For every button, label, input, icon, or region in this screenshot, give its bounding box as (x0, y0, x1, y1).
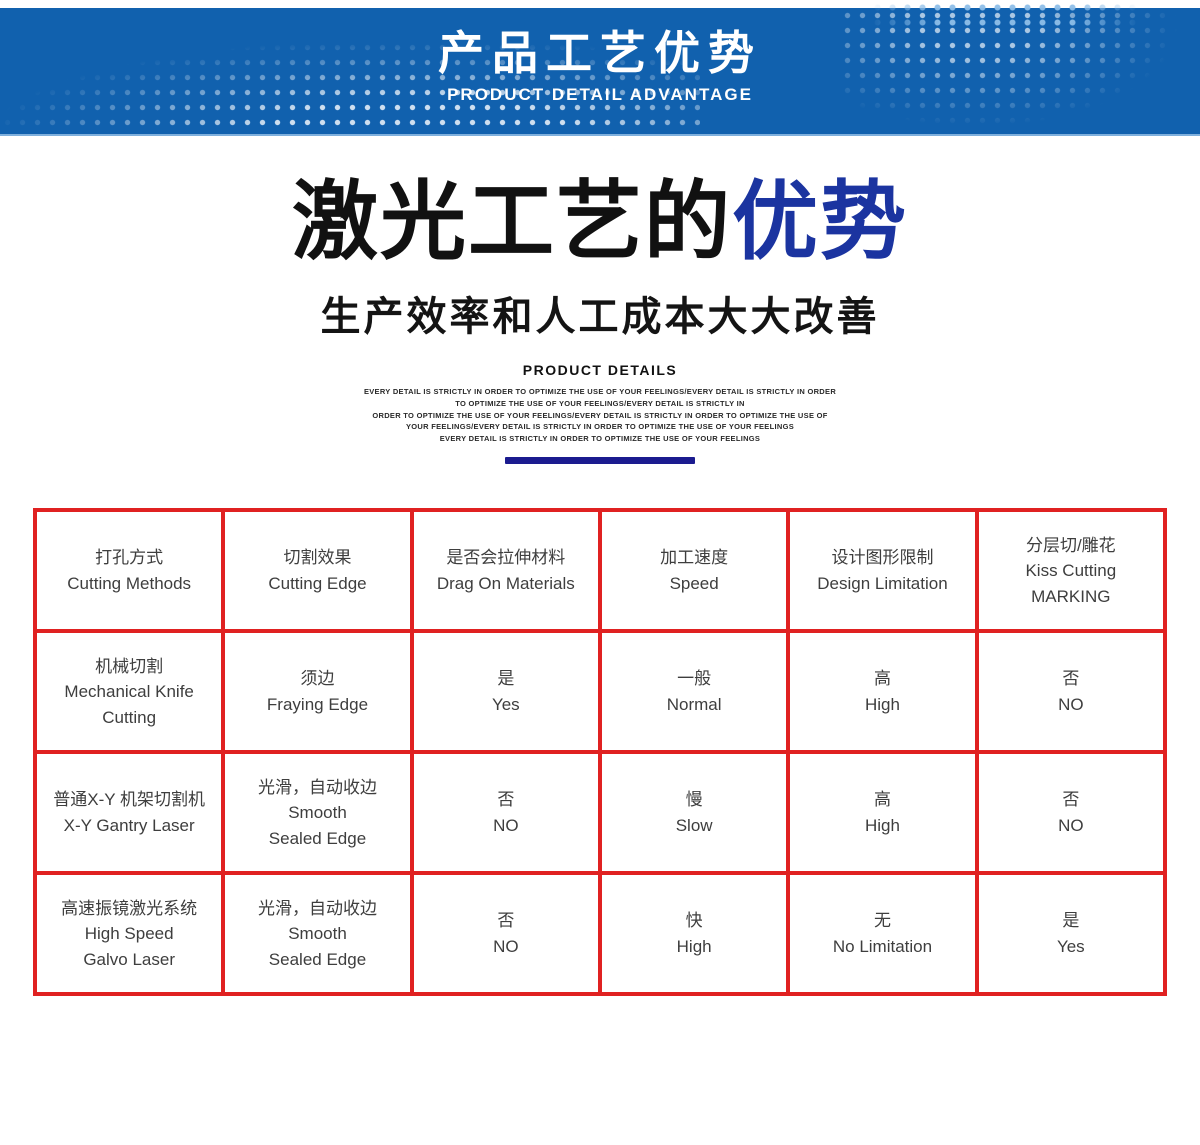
divider-bar (505, 457, 695, 465)
table-cell: 高 High (786, 750, 979, 876)
header-cell: 打孔方式 Cutting Methods (32, 508, 226, 634)
hero-title-black: 激光工艺的 (292, 174, 732, 270)
product-details-label: PRODUCT DETAILS (522, 362, 678, 379)
hero-title-blue: 优势 (732, 174, 908, 270)
table-cell: 慢 Slow (597, 750, 791, 876)
table-cell: 否 NO (974, 629, 1168, 755)
comparison-table: 打孔方式 Cutting Methods 切割效果 Cutting Edge 是… (32, 508, 1168, 997)
table-cell: 普通X-Y 机架切割机 X-Y Gantry Laser (32, 750, 226, 876)
table-row: 普通X-Y 机架切割机 X-Y Gantry Laser 光滑，自动收边 Smo… (32, 750, 1168, 876)
table-cell: 否 NO (409, 871, 602, 997)
header-cell: 设计图形限制 Design Limitation (786, 508, 979, 634)
table-cell: 光滑，自动收边 Smooth Sealed Edge (221, 871, 414, 997)
table-header-row: 打孔方式 Cutting Methods 切割效果 Cutting Edge 是… (32, 508, 1168, 634)
table-row: 机械切割 Mechanical Knife Cutting 须边 Fraying… (32, 629, 1168, 755)
banner-text-group: 产品工艺优势 PRODUCT DETAIL ADVANTAGE (0, 8, 1200, 105)
header-cell: 是否会拉伸材料 Drag On Materials (409, 508, 602, 634)
header-cell: 加工速度 Speed (597, 508, 791, 634)
table-cell: 高 High (786, 629, 979, 755)
table-cell: 须边 Fraying Edge (221, 629, 414, 755)
table-cell: 否 NO (974, 750, 1168, 876)
table-cell: 机械切割 Mechanical Knife Cutting (32, 629, 226, 755)
hero-subtitle: 生产效率和人工成本大大改善 (320, 295, 880, 340)
header-cell: 分层切/雕花 Kiss Cutting MARKING (974, 508, 1168, 634)
page-header: 产品工艺优势 PRODUCT DETAIL ADVANTAGE (0, 0, 1200, 140)
table-cell: 光滑，自动收边 Smooth Sealed Edge (221, 750, 414, 876)
table-cell: 一般 Normal (597, 629, 791, 755)
table-cell: 快 High (597, 871, 791, 997)
table-cell: 高速振镜激光系统 High Speed Galvo Laser (32, 871, 226, 997)
comparison-table-section: 打孔方式 Cutting Methods 切割效果 Cutting Edge 是… (32, 508, 1168, 997)
table-cell: 是 Yes (409, 629, 602, 755)
hero-section: 激光工艺的优势 生产效率和人工成本大大改善 PRODUCT DETAILS EV… (0, 174, 1200, 465)
table-cell: 无 No Limitation (786, 871, 979, 997)
banner-title: 产品工艺优势 (438, 27, 762, 79)
hero-title: 激光工艺的优势 (0, 174, 1200, 270)
title-banner: 产品工艺优势 PRODUCT DETAIL ADVANTAGE (0, 8, 1200, 136)
header-cell: 切割效果 Cutting Edge (221, 508, 414, 634)
table-cell: 是 Yes (974, 871, 1168, 997)
banner-subtitle: PRODUCT DETAIL ADVANTAGE (447, 84, 753, 104)
fine-print-text: EVERY DETAIL IS STRICTLY IN ORDER TO OPT… (363, 387, 837, 443)
table-cell: 否 NO (409, 750, 602, 876)
table-row: 高速振镜激光系统 High Speed Galvo Laser 光滑，自动收边 … (32, 871, 1168, 997)
